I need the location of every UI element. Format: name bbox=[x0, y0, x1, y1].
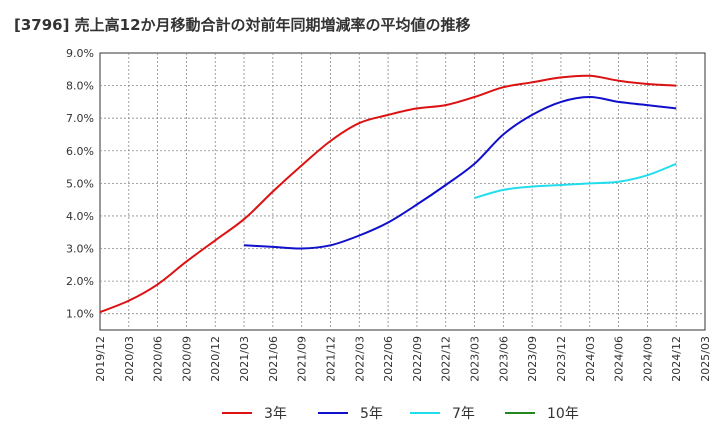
x-tick-label: 2022/03 bbox=[353, 336, 366, 382]
x-tick-label: 2021/03 bbox=[238, 336, 251, 382]
y-tick-label: 3.0% bbox=[66, 243, 94, 256]
legend-label: 7年 bbox=[452, 406, 475, 422]
legend: 3年 5年 7年 10年 bbox=[222, 406, 579, 422]
x-tick-label: 2019/12 bbox=[94, 336, 107, 382]
y-tick-label: 5.0% bbox=[66, 177, 94, 190]
grid bbox=[99, 52, 706, 331]
x-tick-label: 2024/09 bbox=[641, 336, 654, 382]
x-tick-label: 2021/09 bbox=[296, 336, 309, 382]
y-tick-label: 1.0% bbox=[66, 308, 94, 321]
legend-label: 5年 bbox=[360, 406, 383, 422]
y-axis-ticks: 1.0% 2.0% 3.0% 4.0% 5.0% 6.0% 7.0% 8.0% 9.0% bbox=[66, 47, 94, 321]
x-tick-label: 2025/03 bbox=[699, 336, 712, 382]
series-line-3年 bbox=[99, 74, 677, 314]
x-tick-label: 2020/12 bbox=[209, 336, 222, 382]
y-tick-label: 7.0% bbox=[66, 112, 94, 125]
x-tick-label: 2020/03 bbox=[123, 336, 136, 382]
x-tick-label: 2023/12 bbox=[555, 336, 568, 382]
x-tick-label: 2023/06 bbox=[497, 336, 510, 382]
series-line-7年 bbox=[474, 162, 677, 199]
x-tick-label: 2023/03 bbox=[469, 336, 482, 382]
x-tick-label: 2021/12 bbox=[324, 336, 337, 382]
x-tick-label: 2024/12 bbox=[670, 336, 683, 382]
legend-label: 10年 bbox=[547, 406, 579, 422]
legend-label: 3年 bbox=[264, 406, 287, 422]
y-tick-label: 2.0% bbox=[66, 275, 94, 288]
chart-title: [3796] 売上高12か月移動合計の対前年同期増減率の平均値の推移 bbox=[14, 16, 471, 34]
x-tick-label: 2020/09 bbox=[180, 336, 193, 382]
y-tick-label: 6.0% bbox=[66, 145, 94, 158]
y-tick-label: 9.0% bbox=[66, 47, 94, 60]
x-axis-ticks: 2019/12 2020/03 2020/06 2020/09 2020/12 2021/… bbox=[94, 336, 712, 382]
series-line-5年 bbox=[243, 96, 677, 250]
x-tick-label: 2021/06 bbox=[267, 336, 280, 382]
plot-frame bbox=[99, 52, 706, 331]
x-tick-label: 2024/06 bbox=[613, 336, 626, 382]
x-tick-label: 2022/12 bbox=[440, 336, 453, 382]
x-tick-label: 2023/09 bbox=[526, 336, 539, 382]
series-lines bbox=[99, 74, 677, 314]
x-tick-label: 2020/06 bbox=[152, 336, 165, 382]
y-tick-label: 4.0% bbox=[66, 210, 94, 223]
y-tick-label: 8.0% bbox=[66, 80, 94, 93]
x-tick-label: 2022/06 bbox=[382, 336, 395, 382]
x-tick-label: 2024/03 bbox=[584, 336, 597, 382]
x-tick-label: 2022/09 bbox=[411, 336, 424, 382]
